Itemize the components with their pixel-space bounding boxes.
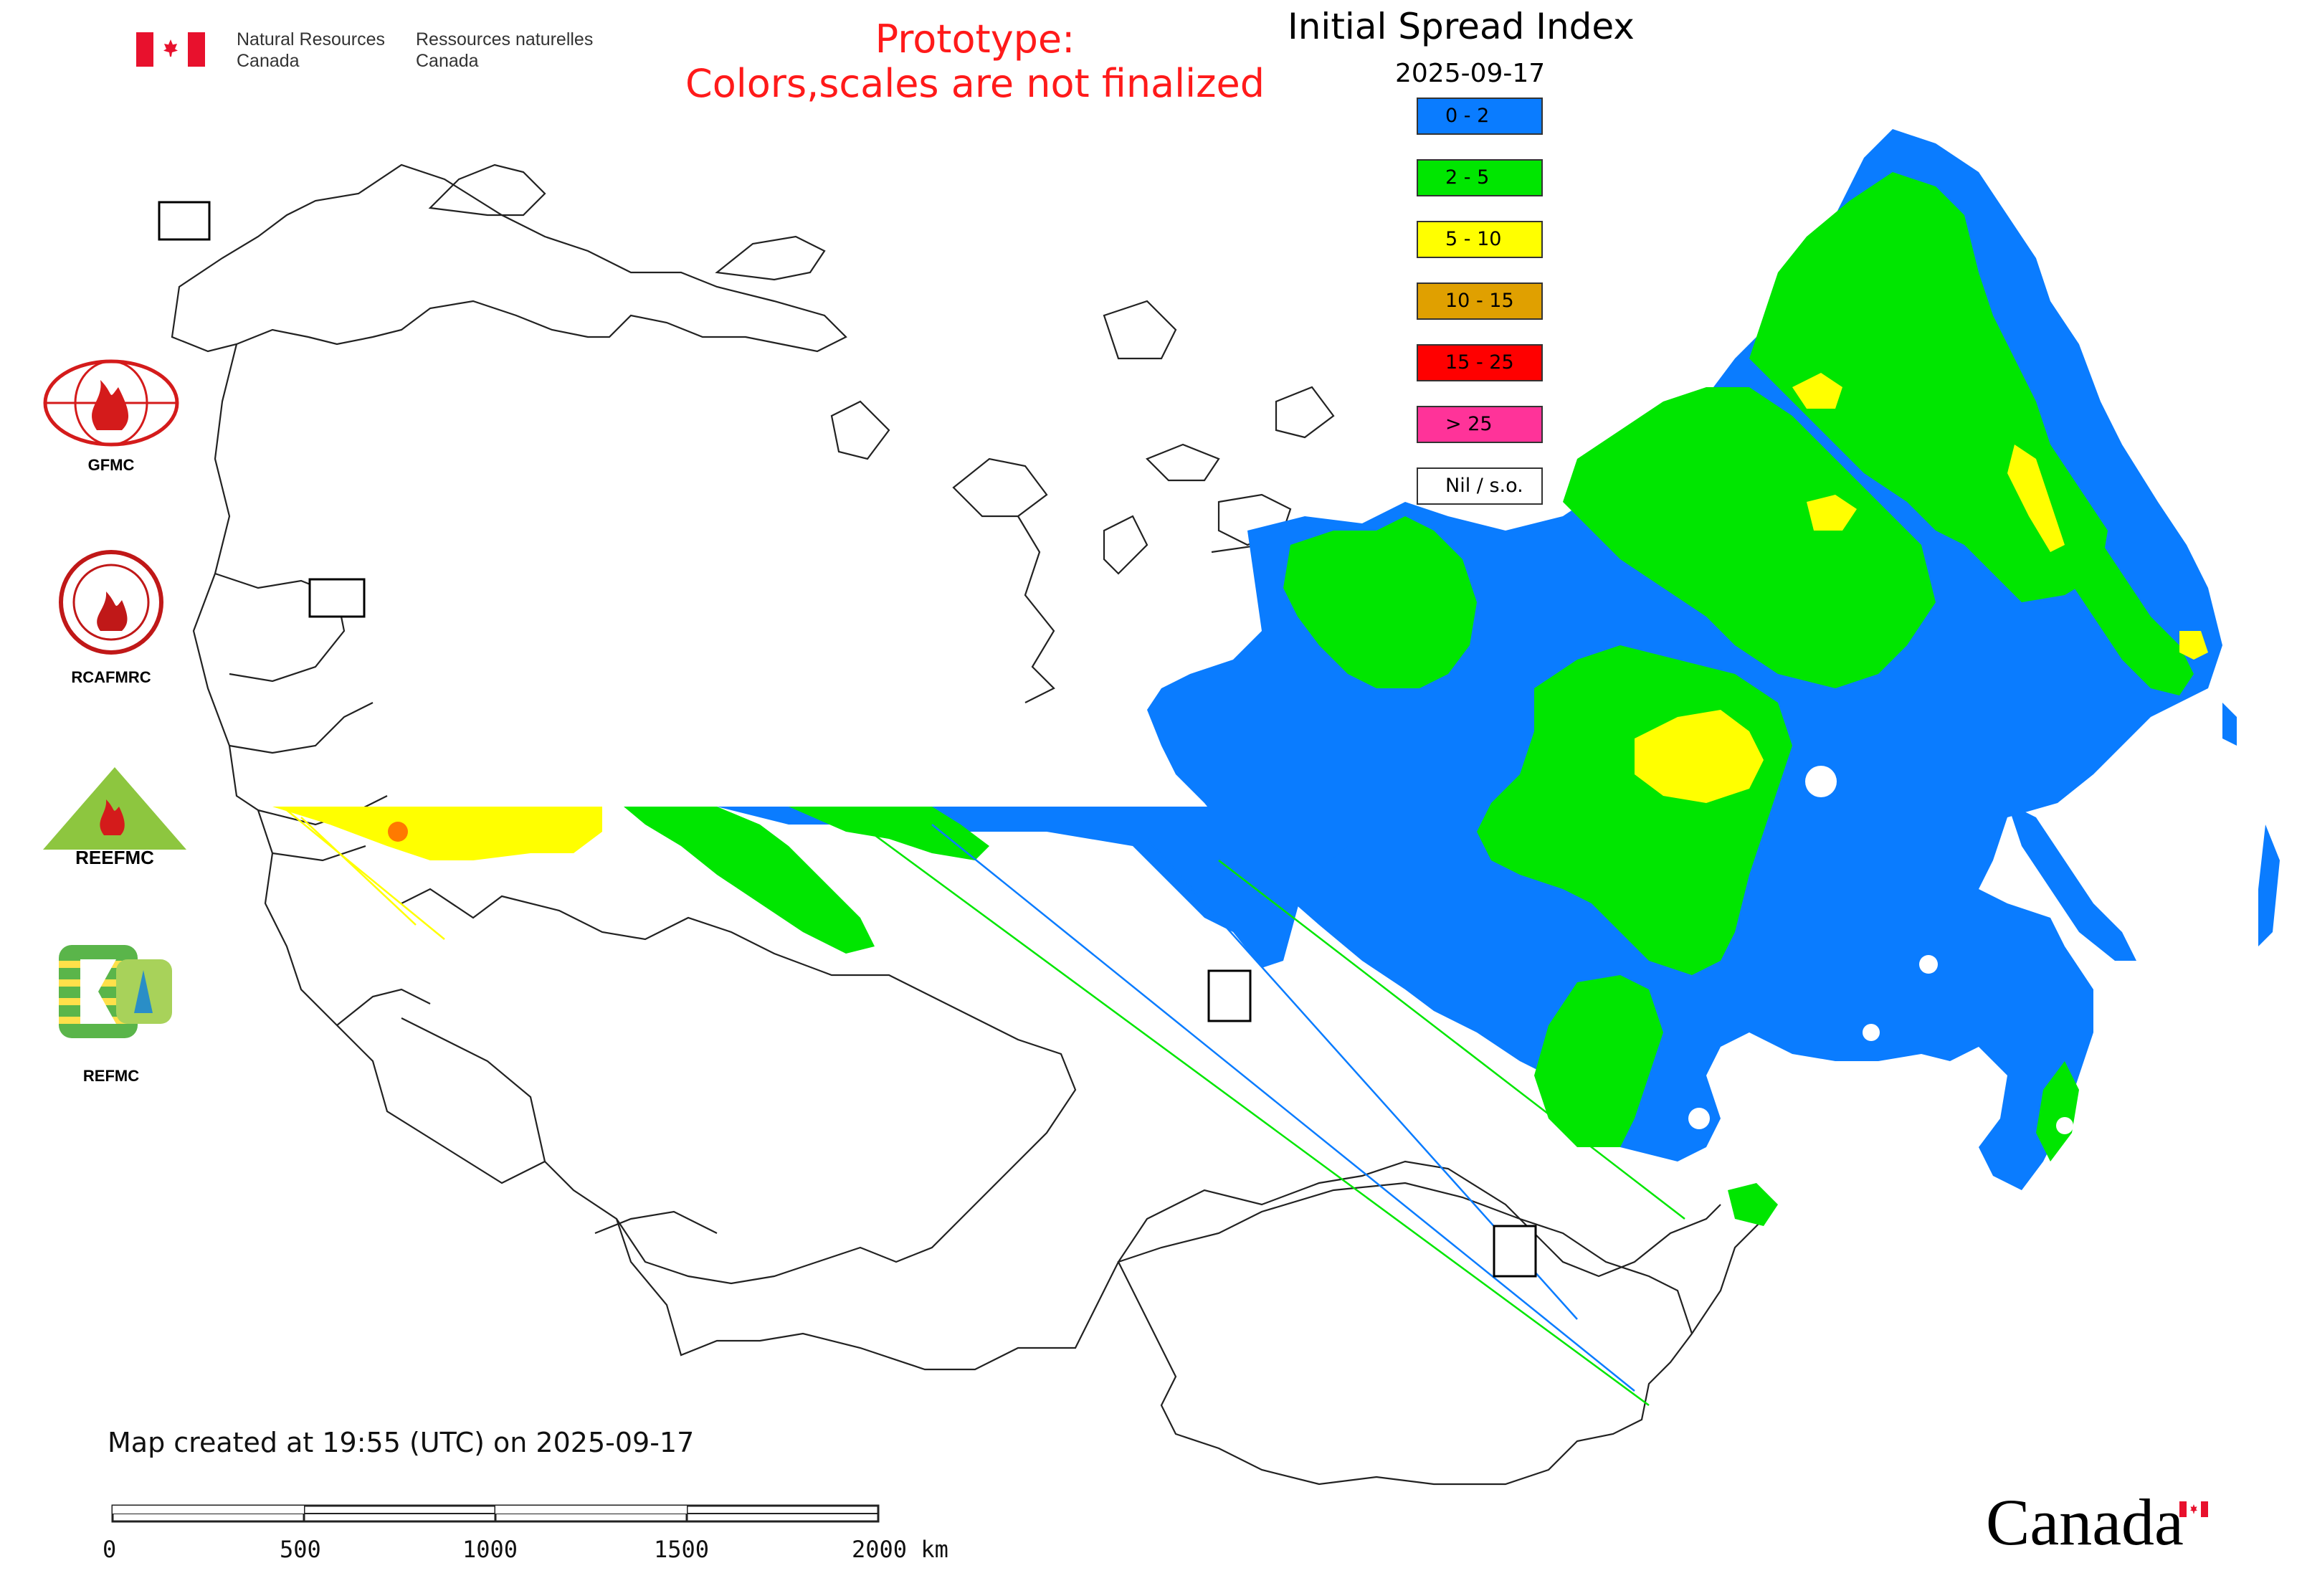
legend-item-15-25: 15 - 25 <box>1417 344 1543 381</box>
scale-label-2000km: 2000 km <box>852 1536 948 1563</box>
rcafmrc-logo-label: RCAFMRC <box>71 668 151 686</box>
scale-label-0: 0 <box>103 1536 117 1563</box>
rcafmrc-map-marker <box>1493 1225 1537 1278</box>
reefmc-map-marker <box>308 578 366 618</box>
gfmc-logo-icon <box>39 358 183 452</box>
prototype-notice: Prototype: Colors,scales are not finaliz… <box>685 16 1265 106</box>
map-title: Initial Spread Index <box>1288 6 1635 47</box>
department-name-en: Natural Resources Canada <box>237 29 386 71</box>
legend-item-5-10: 5 - 10 <box>1417 221 1543 258</box>
legend-item-0-2: 0 - 2 <box>1417 98 1543 135</box>
legend-item-10-15: 10 - 15 <box>1417 282 1543 320</box>
canada-wordmark-text: Canada <box>1986 1486 2184 1559</box>
legend-item-nil: Nil / s.o. <box>1417 467 1543 505</box>
reefmc-logo-icon: REEFMC <box>36 764 194 871</box>
svg-text:REEFMC: REEFMC <box>75 847 154 868</box>
gfmc-logo-label: GFMC <box>87 456 135 474</box>
scale-label-500: 500 <box>280 1536 321 1563</box>
refmc-logo-label: REFMC <box>82 1067 140 1085</box>
isi-raster <box>272 129 2280 1407</box>
scale-label-1500: 1500 <box>654 1536 710 1563</box>
center-markers <box>158 201 1537 1278</box>
refmc-logo-icon <box>59 945 172 1038</box>
scale-label-1000: 1000 <box>462 1536 518 1563</box>
scale-bar <box>111 1504 882 1524</box>
map-date: 2025-09-17 <box>1395 59 1546 88</box>
rcafmrc-logo-icon <box>57 548 165 656</box>
canada-wordmark: Canada <box>1986 1484 2222 1563</box>
canada-flag-icon <box>136 32 205 67</box>
legend-item-2-5: 2 - 5 <box>1417 159 1543 196</box>
legend-item-over-25: > 25 <box>1417 406 1543 443</box>
wordmark-flag-icon <box>2179 1501 2208 1517</box>
refmc-map-marker <box>1207 969 1252 1022</box>
department-name-fr: Ressources naturelles Canada <box>416 29 594 71</box>
map-created-timestamp: Map created at 19:55 (UTC) on 2025-09-17 <box>108 1427 695 1458</box>
gfmc-map-marker <box>158 201 211 241</box>
